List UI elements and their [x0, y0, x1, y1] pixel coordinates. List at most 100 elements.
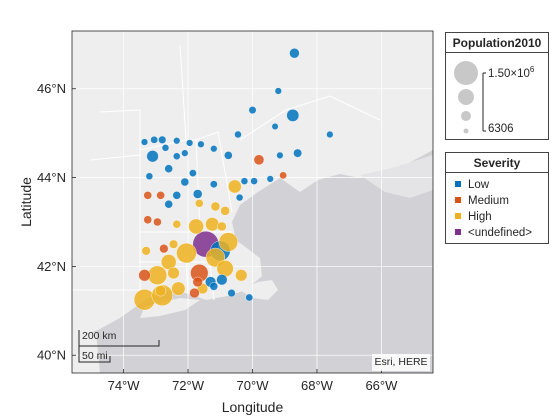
- point-low: [172, 191, 181, 200]
- point-low: [248, 106, 257, 114]
- size-legend-title: Population2010: [446, 33, 548, 53]
- point-low: [192, 189, 203, 199]
- land-nova-scotia: [360, 155, 433, 198]
- point-medium: [159, 244, 169, 254]
- point-low: [216, 274, 228, 286]
- point-low: [224, 151, 233, 160]
- point-low: [181, 149, 189, 157]
- point-high: [168, 239, 179, 249]
- point-low: [276, 151, 284, 159]
- point-low: [173, 137, 181, 145]
- point-high: [176, 242, 197, 264]
- legend-swatch-low: [455, 180, 461, 187]
- point-high: [195, 199, 204, 208]
- size-min-label: 6306: [488, 123, 514, 135]
- point-low: [274, 87, 282, 95]
- point-high: [172, 219, 181, 229]
- x-tick-labels: 74°W 72°W 70°W 68°W 66°W: [108, 378, 399, 393]
- map-attribution: Esri, HERE: [372, 354, 430, 371]
- point-medium: [253, 154, 265, 166]
- point-low: [161, 144, 170, 152]
- point-low: [150, 136, 158, 144]
- point-low: [227, 289, 236, 298]
- point-low: [164, 164, 173, 173]
- y-tick-label: 44°N: [37, 170, 66, 185]
- point-high: [210, 201, 221, 212]
- y-tick-labels: 40°N 42°N 44°N 46°N: [37, 81, 66, 362]
- point-medium: [143, 191, 152, 200]
- severity-legend[interactable]: Severity Low Medium High <undefined>: [445, 152, 549, 244]
- legend-item-undefined: <undefined>: [455, 226, 532, 240]
- y-axis-label: Latitude: [18, 177, 34, 227]
- point-high: [217, 221, 227, 232]
- size-bubble-large: [454, 61, 478, 85]
- point-low: [140, 138, 149, 146]
- point-low: [209, 282, 219, 291]
- point-low: [240, 177, 249, 185]
- point-low: [173, 152, 181, 160]
- point-low: [289, 48, 300, 59]
- point-high: [216, 260, 234, 278]
- y-tick-label: 40°N: [37, 348, 66, 363]
- legend-item-medium: Medium: [455, 194, 509, 208]
- legend-item-low: Low: [455, 178, 489, 192]
- point-low: [158, 135, 167, 144]
- x-tick-label: 66°W: [365, 378, 398, 393]
- x-axis-label: Longitude: [222, 399, 284, 415]
- population-points: [133, 48, 334, 311]
- point-low: [210, 145, 218, 153]
- point-medium: [189, 287, 200, 299]
- point-high: [133, 289, 156, 311]
- point-high: [227, 179, 242, 194]
- point-low: [164, 200, 173, 209]
- point-high: [171, 281, 186, 296]
- point-medium: [153, 217, 162, 227]
- x-tick-label: 74°W: [108, 378, 141, 393]
- point-low: [286, 109, 300, 122]
- point-medium: [143, 215, 152, 224]
- point-medium: [192, 276, 203, 288]
- map-axes[interactable]: [71, 30, 434, 374]
- point-low: [180, 177, 190, 187]
- y-tick-label: 46°N: [37, 81, 66, 96]
- point-low: [197, 140, 205, 148]
- size-bubble-medium: [458, 89, 474, 105]
- x-tick-label: 68°W: [301, 378, 334, 393]
- legend-swatch-high: [455, 212, 461, 219]
- x-tick-label: 72°W: [172, 378, 205, 393]
- severity-legend-title: Severity: [446, 153, 548, 173]
- graticule: [72, 31, 433, 373]
- point-low: [245, 293, 254, 302]
- size-bubble-min: [463, 128, 469, 134]
- point-low: [189, 169, 197, 177]
- axes-box: [71, 30, 434, 374]
- point-low: [293, 148, 303, 158]
- legend-swatch-medium: [455, 196, 461, 203]
- point-low: [146, 150, 159, 163]
- legend-item-high: High: [455, 210, 492, 224]
- point-medium: [156, 191, 165, 200]
- point-low: [145, 172, 154, 180]
- point-high: [220, 206, 230, 216]
- point-low: [186, 139, 194, 147]
- scale-km-label: 200 km: [82, 330, 117, 342]
- point-medium: [138, 269, 151, 282]
- size-legend[interactable]: Population2010 1.50×106 6306: [445, 32, 549, 140]
- x-tick-label: 70°W: [237, 378, 270, 393]
- point-high: [188, 218, 204, 235]
- point-high: [141, 246, 151, 256]
- size-legend-bubbles: [454, 61, 486, 134]
- point-high: [147, 265, 168, 285]
- point-low: [266, 175, 274, 183]
- scale-bar: [78, 330, 160, 363]
- point-low: [234, 130, 242, 139]
- point-low: [210, 180, 218, 189]
- point-high: [167, 266, 180, 280]
- size-max-label: 1.50×106: [488, 65, 535, 80]
- point-low: [271, 123, 279, 130]
- point-high: [218, 232, 238, 252]
- point-low: [326, 130, 334, 139]
- scale-mi-label: 50 mi: [82, 350, 108, 362]
- point-high: [155, 285, 167, 297]
